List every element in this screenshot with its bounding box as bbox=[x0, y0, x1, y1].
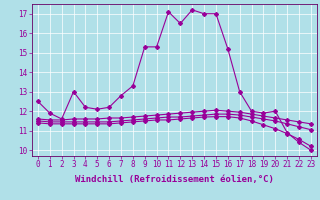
X-axis label: Windchill (Refroidissement éolien,°C): Windchill (Refroidissement éolien,°C) bbox=[75, 175, 274, 184]
